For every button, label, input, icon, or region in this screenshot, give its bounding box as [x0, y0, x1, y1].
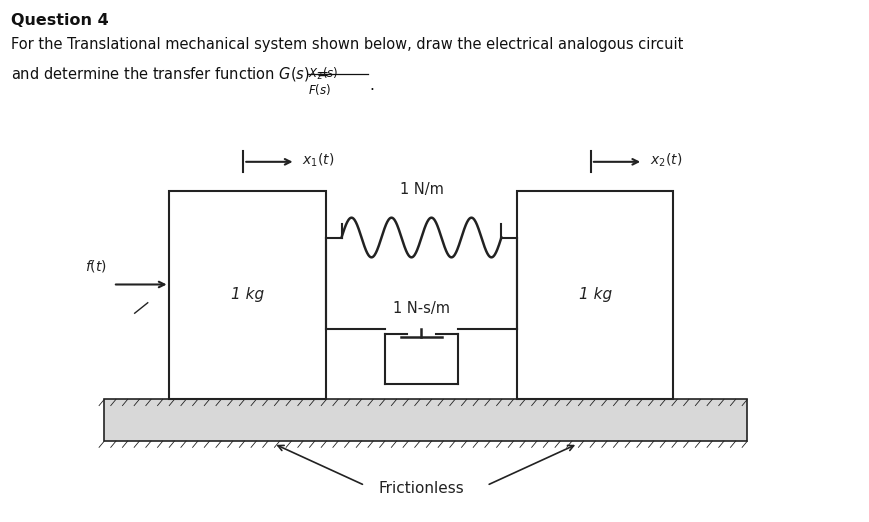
- Text: Question 4: Question 4: [11, 13, 109, 28]
- Text: .: .: [369, 78, 375, 93]
- Text: Frictionless: Frictionless: [379, 481, 464, 496]
- Bar: [104, 399, 747, 441]
- Text: and determine the transfer function $G(s)\ =\ $: and determine the transfer function $G(s…: [11, 65, 329, 83]
- Bar: [517, 191, 673, 399]
- Text: For the Translational mechanical system shown below, draw the electrical analogo: For the Translational mechanical system …: [11, 37, 684, 52]
- Text: $X_2(s)$: $X_2(s)$: [308, 66, 339, 82]
- Text: $F(s)$: $F(s)$: [308, 82, 332, 97]
- Text: 1 kg: 1 kg: [231, 288, 264, 302]
- Text: 1 N-s/m: 1 N-s/m: [393, 301, 450, 316]
- Text: $x_1(t)$: $x_1(t)$: [302, 152, 335, 170]
- Text: 1 N/m: 1 N/m: [400, 182, 443, 197]
- Bar: [169, 191, 326, 399]
- Text: $x_2(t)$: $x_2(t)$: [650, 152, 682, 170]
- Text: 1 kg: 1 kg: [579, 288, 612, 302]
- Text: $f(t)$: $f(t)$: [85, 258, 107, 274]
